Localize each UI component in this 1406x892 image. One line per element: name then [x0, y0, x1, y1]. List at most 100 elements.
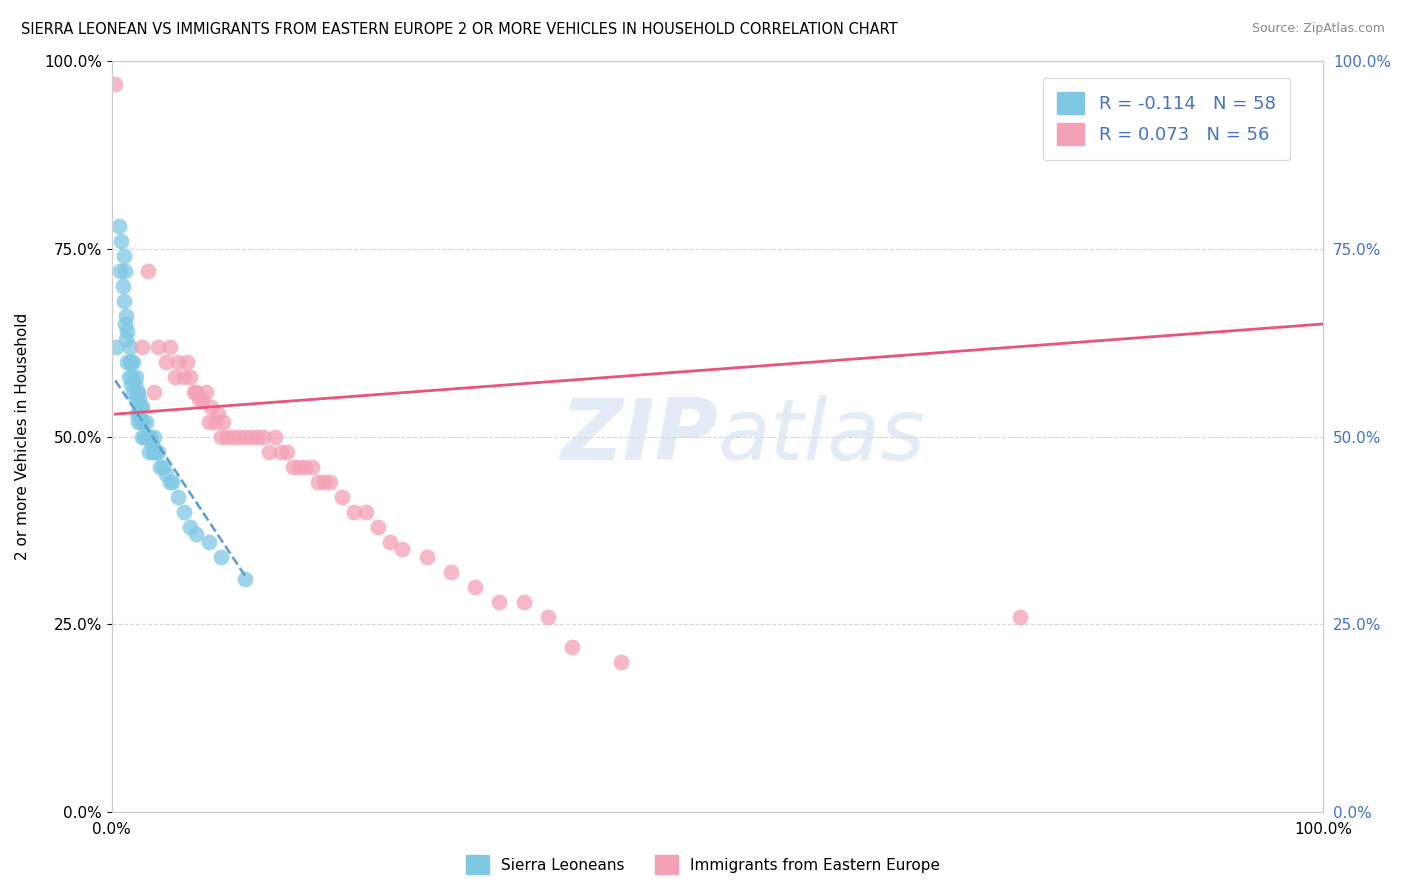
Point: [183, 384, 205, 399]
Point: [132, 415, 155, 429]
Point: [122, 354, 145, 368]
Point: [330, 490, 353, 504]
Legend: R = -0.114   N = 58, R = 0.073   N = 56: R = -0.114 N = 58, R = 0.073 N = 56: [1043, 78, 1291, 160]
Point: [146, 339, 169, 353]
Point: [167, 354, 190, 368]
Point: [105, 339, 128, 353]
Point: [204, 415, 226, 429]
Point: [288, 459, 311, 474]
Point: [129, 415, 152, 429]
Point: [264, 430, 287, 444]
Point: [112, 294, 135, 309]
Point: [440, 565, 463, 579]
Point: [114, 317, 136, 331]
Point: [138, 444, 160, 458]
Point: [124, 377, 146, 392]
Y-axis label: 2 or more Vehicles in Household: 2 or more Vehicles in Household: [15, 313, 30, 560]
Point: [129, 400, 152, 414]
Point: [380, 534, 402, 549]
Point: [136, 264, 159, 278]
Point: [239, 430, 262, 444]
Point: [252, 430, 274, 444]
Point: [121, 369, 143, 384]
Point: [257, 444, 280, 458]
Point: [108, 264, 131, 278]
Point: [141, 437, 163, 451]
Point: [114, 264, 136, 278]
Point: [135, 430, 157, 444]
Point: [301, 459, 323, 474]
Point: [142, 444, 165, 458]
Point: [179, 520, 201, 534]
Point: [122, 384, 145, 399]
Point: [159, 475, 181, 489]
Point: [125, 407, 148, 421]
Point: [233, 430, 256, 444]
Point: [115, 332, 138, 346]
Point: [209, 430, 232, 444]
Point: [283, 459, 305, 474]
Point: [131, 430, 153, 444]
Point: [160, 475, 183, 489]
Point: [246, 430, 269, 444]
Point: [312, 475, 335, 489]
Point: [155, 467, 177, 482]
Point: [464, 580, 486, 594]
Text: Source: ZipAtlas.com: Source: ZipAtlas.com: [1251, 22, 1385, 36]
Point: [294, 459, 316, 474]
Point: [108, 219, 131, 234]
Point: [120, 377, 142, 392]
Point: [118, 354, 141, 368]
Point: [186, 384, 208, 399]
Point: [128, 407, 150, 421]
Point: [537, 610, 560, 624]
Point: [200, 400, 222, 414]
Point: [136, 430, 159, 444]
Point: [143, 384, 166, 399]
Point: [167, 490, 190, 504]
Text: SIERRA LEONEAN VS IMMIGRANTS FROM EASTERN EUROPE 2 OR MORE VEHICLES IN HOUSEHOLD: SIERRA LEONEAN VS IMMIGRANTS FROM EASTER…: [21, 22, 897, 37]
Point: [191, 392, 214, 406]
Point: [110, 235, 132, 249]
Point: [367, 520, 389, 534]
Point: [186, 527, 208, 541]
Point: [131, 339, 153, 353]
Point: [112, 249, 135, 263]
Point: [125, 369, 148, 384]
Point: [149, 459, 172, 474]
Point: [128, 392, 150, 406]
Point: [222, 430, 245, 444]
Point: [354, 505, 377, 519]
Point: [187, 392, 209, 406]
Point: [118, 339, 141, 353]
Point: [120, 354, 142, 368]
Point: [163, 369, 186, 384]
Point: [131, 400, 153, 414]
Point: [207, 407, 229, 421]
Point: [135, 415, 157, 429]
Point: [212, 415, 235, 429]
Point: [270, 444, 292, 458]
Point: [1010, 610, 1032, 624]
Point: [488, 595, 510, 609]
Point: [233, 572, 256, 586]
Point: [195, 384, 218, 399]
Point: [117, 325, 139, 339]
Point: [276, 444, 298, 458]
Point: [197, 534, 219, 549]
Point: [159, 339, 181, 353]
Point: [146, 444, 169, 458]
Point: [125, 392, 148, 406]
Legend: Sierra Leoneans, Immigrants from Eastern Europe: Sierra Leoneans, Immigrants from Eastern…: [460, 849, 946, 880]
Point: [215, 430, 238, 444]
Point: [127, 384, 149, 399]
Point: [117, 354, 139, 368]
Point: [609, 655, 631, 669]
Point: [143, 430, 166, 444]
Point: [179, 369, 201, 384]
Point: [343, 505, 366, 519]
Point: [319, 475, 342, 489]
Point: [209, 549, 232, 564]
Point: [512, 595, 534, 609]
Point: [111, 279, 134, 293]
